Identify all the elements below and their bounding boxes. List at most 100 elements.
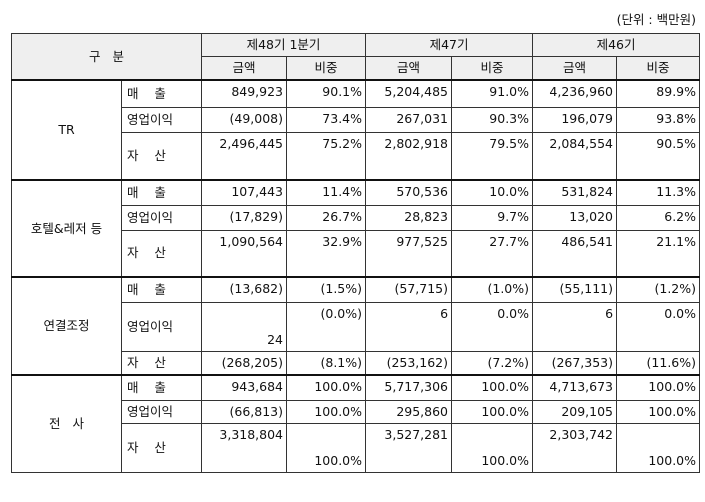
table-cell: 9.7%	[451, 204, 534, 231]
table-cell: 295,860	[365, 399, 453, 424]
table-cell: 486,541	[532, 229, 618, 278]
segment-financial-table: 구 분 제48기 1분기 제47기 제46기 금액 비중 금액 비중 금액 비중…	[10, 33, 701, 473]
table-cell: 90.5%	[616, 131, 701, 181]
row-label-sales: 매 출	[120, 374, 203, 401]
table-cell: 2,084,554	[532, 131, 618, 181]
table-cell: 4,713,673	[532, 374, 618, 401]
table-cell: 93.8%	[616, 106, 701, 133]
table-cell: 0.0%	[616, 301, 701, 352]
table-cell: 100.0%	[616, 374, 701, 401]
table-cell: (8.1%)	[286, 350, 367, 376]
table-cell: 10.0%	[451, 179, 534, 206]
table-cell: (253,162)	[365, 350, 453, 376]
table-cell: (267,353)	[532, 350, 618, 376]
table-cell: 28,823	[365, 204, 453, 231]
row-label-assets: 자 산	[120, 131, 203, 181]
table-cell: 100.0%	[616, 399, 701, 424]
table-cell: 6.2%	[616, 204, 701, 231]
share-header: 비중	[286, 56, 367, 81]
table-cell: 0.0%	[451, 301, 534, 352]
table-cell: 89.9%	[616, 79, 701, 108]
period-header-46: 제46기	[532, 33, 701, 57]
table-cell: 13,020	[532, 204, 618, 231]
table-cell: (268,205)	[201, 350, 288, 376]
table-cell: 531,824	[532, 179, 618, 206]
table-cell: 3,318,804	[201, 422, 288, 473]
table-cell: (66,813)	[201, 399, 288, 424]
table-cell: 5,717,306	[365, 374, 453, 401]
table-cell: 1,090,564	[201, 229, 288, 278]
table-cell: 100.0%	[451, 422, 534, 473]
table-cell: 196,079	[532, 106, 618, 133]
table-cell: 209,105	[532, 399, 618, 424]
row-label-operating-profit: 영업이익	[120, 301, 203, 352]
table-cell: 100.0%	[451, 374, 534, 401]
table-cell: 24	[201, 301, 288, 352]
table-cell: (7.2%)	[451, 350, 534, 376]
period-header-48q1: 제48기 1분기	[201, 33, 367, 57]
table-cell: 5,204,485	[365, 79, 453, 108]
table-cell: 27.7%	[451, 229, 534, 278]
row-label-operating-profit: 영업이익	[120, 399, 203, 424]
row-label-operating-profit: 영업이익	[120, 204, 203, 231]
row-label-assets: 자 산	[120, 229, 203, 278]
table-cell: 79.5%	[451, 131, 534, 181]
table-cell: 943,684	[201, 374, 288, 401]
table-cell: 75.2%	[286, 131, 367, 181]
group-label-consolidation: 연결조정	[11, 276, 122, 376]
table-cell: 73.4%	[286, 106, 367, 133]
amount-header: 금액	[365, 56, 453, 81]
amount-header: 금액	[201, 56, 288, 81]
row-label-assets: 자 산	[120, 350, 203, 376]
table-cell: 2,303,742	[532, 422, 618, 473]
table-cell: (49,008)	[201, 106, 288, 133]
group-label-company-total: 전 사	[11, 374, 122, 473]
table-cell: (1.5%)	[286, 276, 367, 303]
table-cell: 977,525	[365, 229, 453, 278]
table-cell: 100.0%	[286, 399, 367, 424]
table-cell: 100.0%	[451, 399, 534, 424]
table-cell: 11.3%	[616, 179, 701, 206]
table-cell: 21.1%	[616, 229, 701, 278]
table-cell: 100.0%	[616, 422, 701, 473]
table-cell: 2,496,445	[201, 131, 288, 181]
table-cell: 267,031	[365, 106, 453, 133]
category-header: 구 분	[10, 33, 203, 81]
table-cell: 2,802,918	[365, 131, 453, 181]
row-label-sales: 매 출	[120, 179, 203, 206]
table-cell: (0.0%)	[286, 301, 367, 352]
table-cell: 90.3%	[451, 106, 534, 133]
group-label-hotel-leisure: 호텔&레저 등	[11, 179, 122, 278]
amount-header: 금액	[532, 56, 618, 81]
table-cell: (55,111)	[532, 276, 618, 303]
table-cell: 107,443	[201, 179, 288, 206]
table-cell: (1.2%)	[616, 276, 701, 303]
table-cell: 90.1%	[286, 79, 367, 108]
row-label-operating-profit: 영업이익	[120, 106, 203, 133]
table-cell: (11.6%)	[616, 350, 701, 376]
table-cell: (17,829)	[201, 204, 288, 231]
table-cell: 32.9%	[286, 229, 367, 278]
table-cell: (13,682)	[201, 276, 288, 303]
period-header-47: 제47기	[365, 33, 534, 57]
group-label-tr: TR	[11, 79, 122, 181]
table-cell: 570,536	[365, 179, 453, 206]
table-cell: 91.0%	[451, 79, 534, 108]
share-header: 비중	[451, 56, 534, 81]
table-cell: 11.4%	[286, 179, 367, 206]
table-cell: 4,236,960	[532, 79, 618, 108]
table-cell: 100.0%	[286, 374, 367, 401]
table-cell: 100.0%	[286, 422, 367, 473]
table-cell: 6	[532, 301, 618, 352]
table-cell: 6	[365, 301, 453, 352]
table-cell: 849,923	[201, 79, 288, 108]
table-cell: 3,527,281	[365, 422, 453, 473]
row-label-assets: 자 산	[120, 422, 203, 473]
share-header: 비중	[616, 56, 701, 81]
unit-note: (단위 : 백만원)	[616, 12, 696, 27]
table-cell: 26.7%	[286, 204, 367, 231]
table-cell: (1.0%)	[451, 276, 534, 303]
row-label-sales: 매 출	[120, 79, 203, 108]
table-cell: (57,715)	[365, 276, 453, 303]
row-label-sales: 매 출	[120, 276, 203, 303]
